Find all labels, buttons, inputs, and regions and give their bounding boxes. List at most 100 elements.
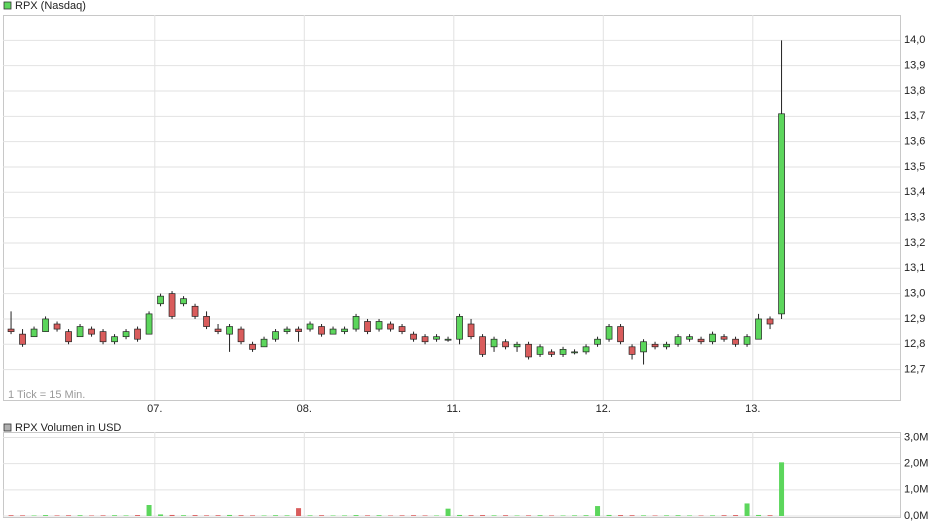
volume-bar (721, 515, 727, 516)
volume-bar (572, 515, 578, 516)
volume-bar (66, 515, 72, 516)
y-tick-label: 12,7 (904, 364, 925, 376)
volume-bar (687, 515, 693, 516)
volume-bar (675, 515, 681, 516)
candle-body (226, 326, 233, 335)
candle-body (352, 316, 360, 330)
candle-body (180, 298, 187, 305)
y-tick-label: 13,6 (904, 136, 925, 148)
candle-body (640, 341, 647, 353)
volume-bar (284, 515, 290, 516)
volume-bar (434, 515, 440, 516)
volume-bar (181, 515, 187, 516)
y-tick-label: 13,3 (904, 212, 925, 224)
volume-bar (779, 462, 785, 516)
candle-body (674, 336, 682, 345)
x-tick-label: 11. (447, 403, 461, 415)
volume-bar (664, 515, 670, 516)
candle-body (410, 333, 417, 340)
volume-bar (606, 514, 612, 516)
volume-bar (560, 515, 566, 516)
volume-bar (261, 515, 267, 516)
note: 1 Tick = 15 Min. (8, 389, 85, 401)
candle-body (237, 328, 245, 343)
candle-body (559, 348, 567, 355)
candle-body (421, 336, 429, 343)
y-tick-label: 13,7 (904, 110, 925, 122)
candle-body (467, 323, 475, 338)
volume-bar (698, 515, 704, 516)
candle-body (697, 338, 705, 343)
y-tick-label: 13,4 (904, 186, 925, 198)
y-tick-label: 2,0M (904, 458, 928, 470)
candle-body (191, 305, 199, 317)
volume-panel (3, 432, 901, 518)
volume-bar (319, 515, 325, 516)
volume-bar (445, 508, 451, 516)
candle-body (651, 343, 659, 348)
candle-body (502, 341, 509, 348)
volume-bar (215, 515, 221, 516)
volume-bar (652, 515, 658, 516)
volume-bar (710, 515, 716, 516)
candle-body (111, 336, 118, 343)
y-tick-label: 13,1 (904, 262, 925, 274)
volume-bar (491, 515, 497, 516)
volume-bar (353, 515, 359, 516)
candle-body (88, 328, 95, 335)
volume-bar (595, 506, 601, 516)
candle-body (755, 318, 762, 340)
candle-body (617, 326, 624, 343)
candle-body (134, 328, 141, 340)
candle-body (778, 113, 785, 315)
volume-bar (468, 515, 474, 516)
volume-bar (756, 514, 762, 516)
candle-body (65, 331, 72, 343)
candle-body (433, 336, 440, 340)
candle-body (19, 333, 26, 345)
candle-body (548, 351, 555, 355)
candle-body (513, 343, 521, 348)
volume-bar (365, 515, 371, 516)
x-tick-label: 07. (147, 403, 162, 415)
candle-body (53, 323, 61, 330)
candle-body (249, 343, 256, 350)
volume-bar (238, 515, 244, 516)
candle-body (42, 318, 49, 332)
y-tick-label: 12,8 (904, 338, 925, 350)
candle-body (525, 343, 532, 358)
volume-bar (273, 515, 279, 516)
volume-bar (8, 515, 14, 516)
y-tick-label: 0,0M (904, 510, 928, 522)
volume-bar (503, 515, 509, 516)
candle-body (536, 346, 544, 355)
candle-body (766, 318, 774, 325)
candle-body (743, 336, 751, 345)
volume-bar (296, 508, 302, 516)
volume-bar (158, 514, 164, 516)
candle-body (375, 321, 383, 330)
legend-swatch (3, 423, 12, 432)
candle-body (387, 323, 394, 330)
x-tick-label: 08. (297, 403, 312, 415)
volume-bar (629, 515, 635, 516)
y-tick-label: 1,0M (904, 484, 928, 496)
volume-bar (100, 515, 106, 516)
candle-body (157, 295, 164, 305)
candle-body (663, 343, 670, 348)
volume-bar (250, 515, 256, 516)
y-tick-label: 13,0 (904, 288, 925, 300)
volume-bar (227, 514, 233, 516)
candle-body (76, 326, 84, 338)
volume-bar (54, 515, 60, 516)
volume-bar (537, 515, 543, 516)
candle-body (341, 328, 348, 332)
candle-body (122, 331, 130, 338)
candle-body (628, 346, 636, 355)
candle-body (295, 328, 302, 332)
volume-bar (135, 515, 141, 516)
volume-bar (411, 515, 417, 516)
candle-body (732, 338, 739, 345)
